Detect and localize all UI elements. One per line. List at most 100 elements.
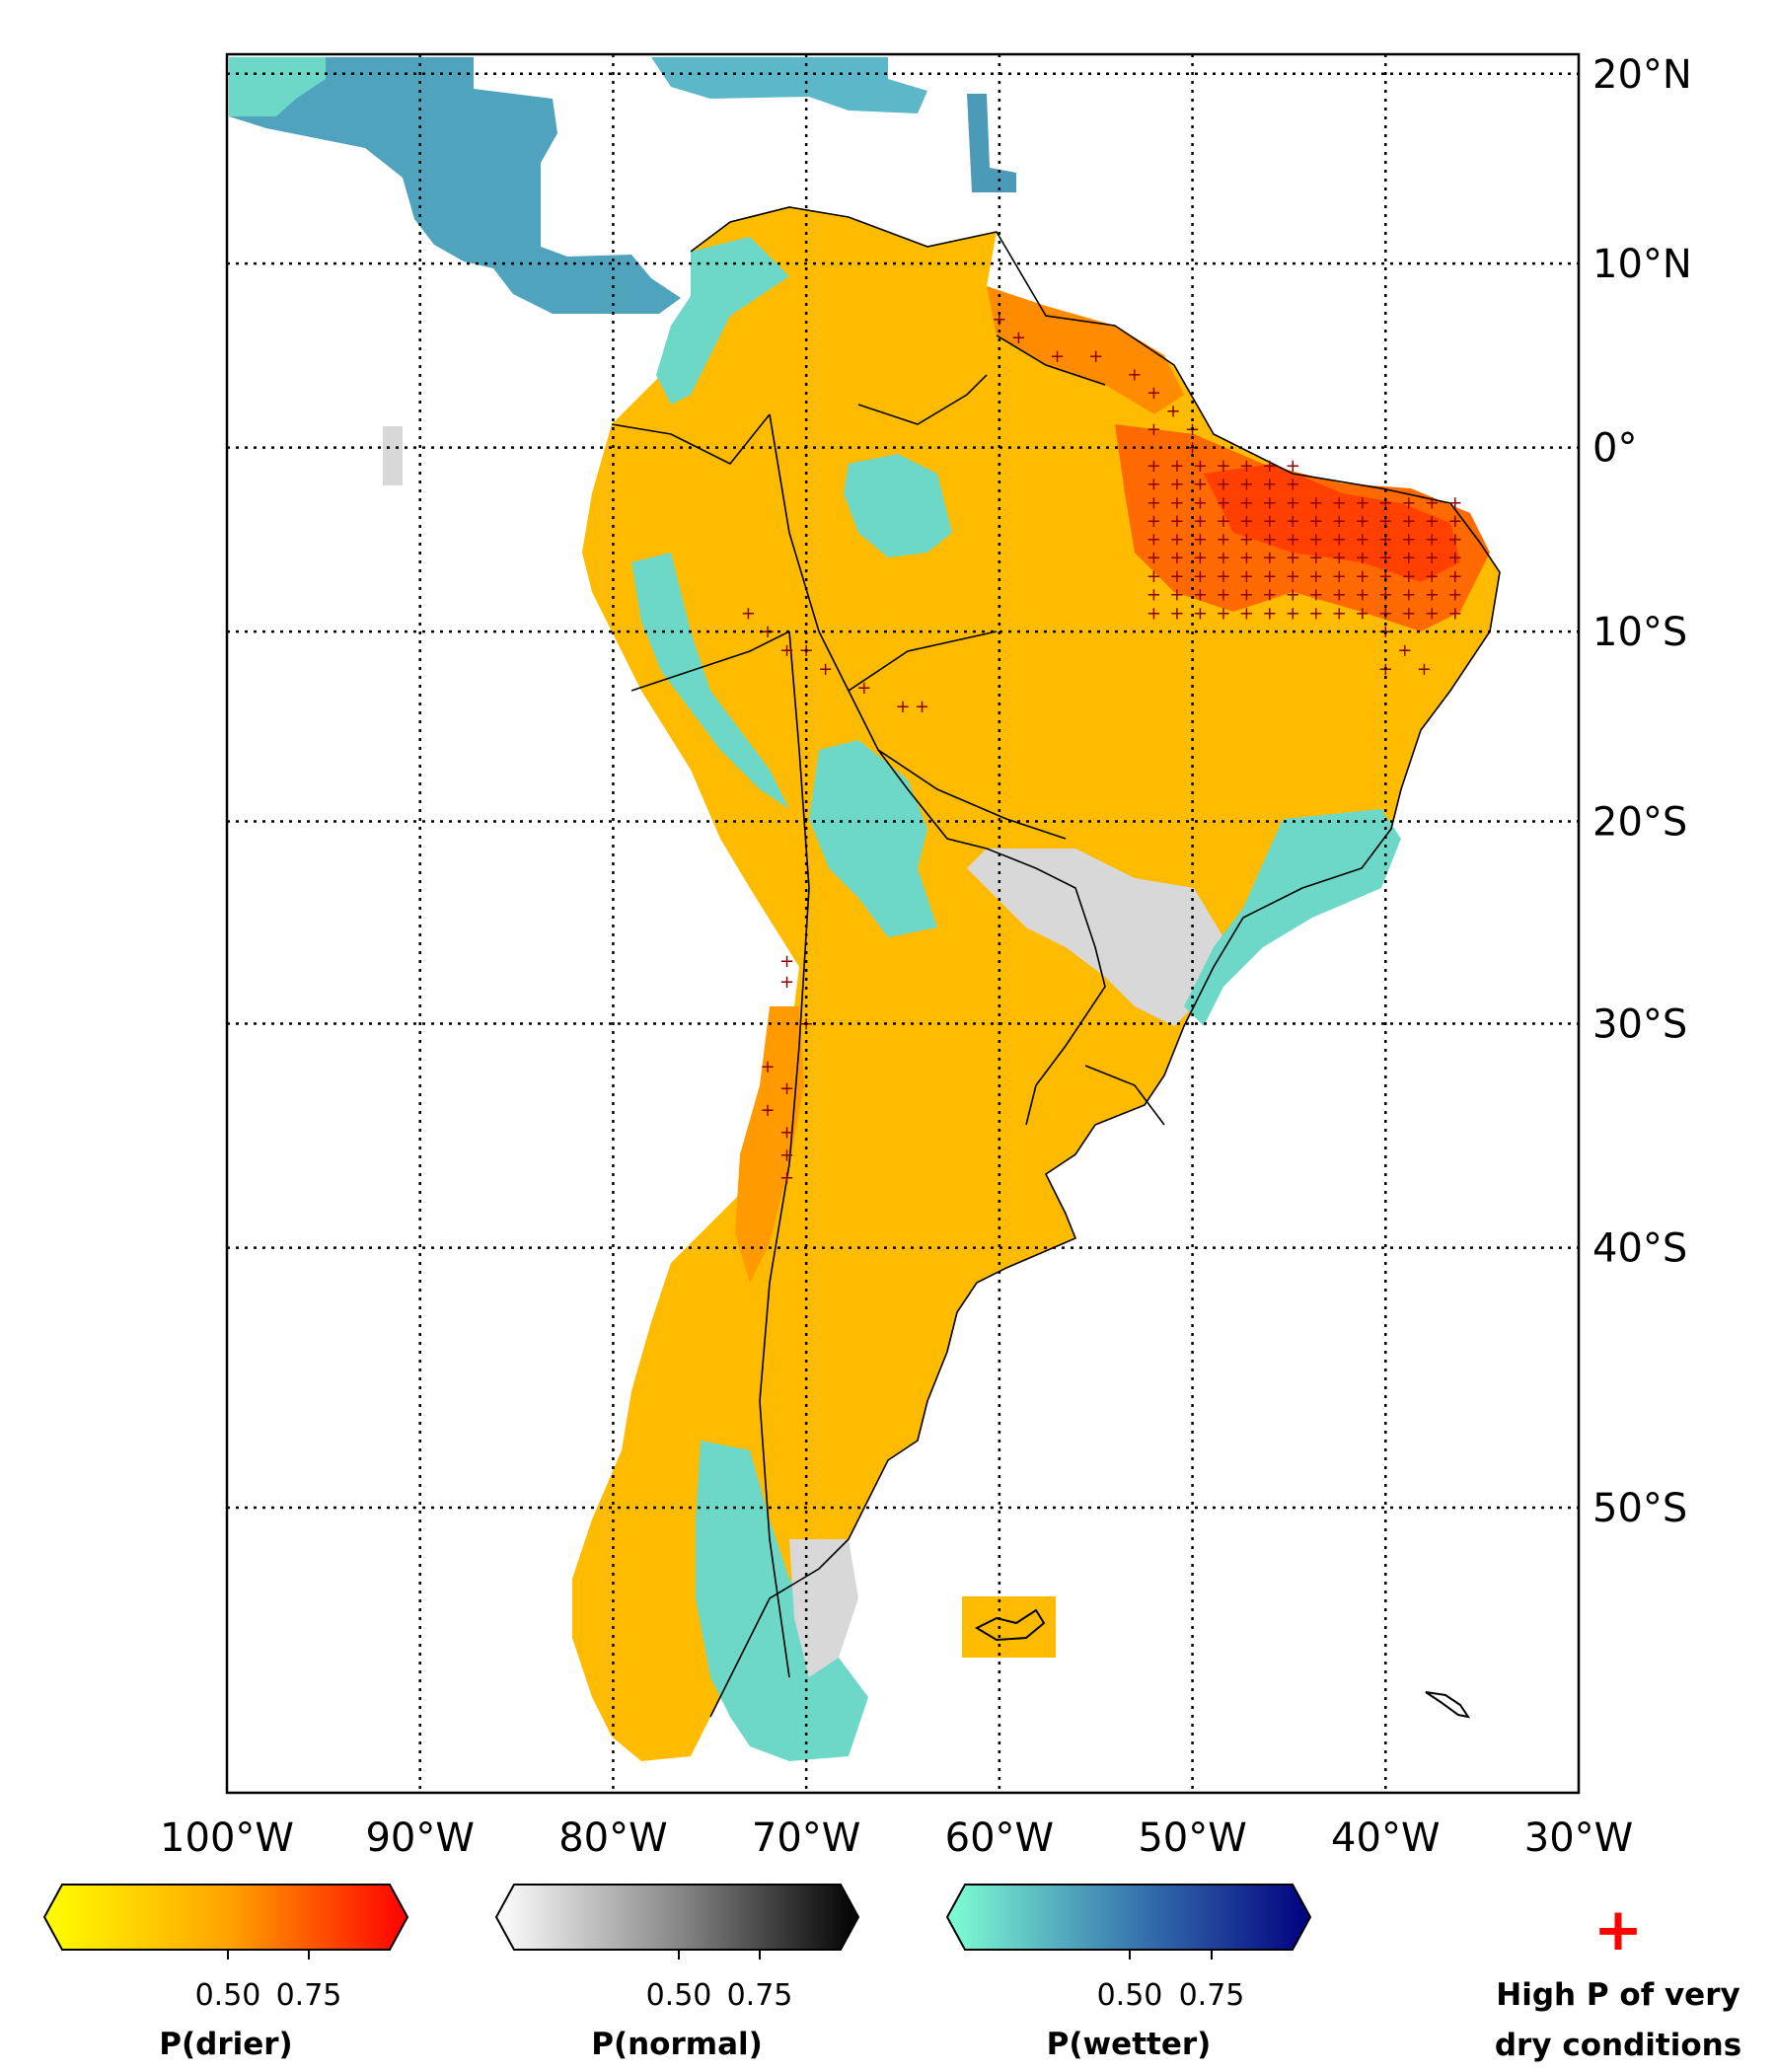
very-dry-marker: + — [1239, 548, 1254, 568]
very-dry-marker: + — [1401, 492, 1416, 513]
colorbar-normal: 0.50 0.75 P(normal) — [494, 1884, 860, 2062]
very-dry-marker: + — [1262, 530, 1277, 551]
very-dry-legend: + High P of very dry conditions — [1495, 1895, 1741, 2063]
very-dry-marker: + — [760, 1057, 775, 1077]
longitude-tick-label: 100°W — [160, 1815, 294, 1861]
longitude-tick-label: 70°W — [752, 1815, 860, 1861]
latitude-tick-label: 0° — [1592, 426, 1637, 472]
very-dry-marker: + — [1355, 566, 1369, 587]
lesser-antilles-wet — [967, 94, 1016, 192]
very-dry-marker: + — [1332, 566, 1347, 587]
very-dry-marker: + — [1332, 603, 1347, 624]
very-dry-marker: + — [1286, 511, 1300, 532]
guianas-dry-area — [987, 286, 1184, 414]
very-dry-marker: + — [1401, 548, 1416, 568]
very-dry-marker: + — [1355, 585, 1369, 606]
very-dry-marker: + — [895, 697, 910, 717]
colorbar-wetter-title: P(wetter) — [1047, 2027, 1212, 2062]
very-dry-marker: + — [1239, 585, 1254, 606]
very-dry-marker: + — [779, 1167, 794, 1188]
longitude-tick-label: 90°W — [365, 1815, 474, 1861]
very-dry-marker: + — [1378, 566, 1393, 587]
very-dry-marker: + — [1401, 511, 1416, 532]
bolivia-wet-patch — [809, 740, 937, 937]
very-dry-legend-line1: High P of very — [1496, 1977, 1739, 2013]
very-dry-marker: + — [1286, 492, 1300, 513]
latitude-tick-label: 20°N — [1592, 52, 1692, 98]
very-dry-marker: + — [1193, 511, 1208, 532]
very-dry-marker: + — [1355, 511, 1369, 532]
colorbar-wetter-tick-label-2: 0.75 — [1179, 1978, 1245, 2013]
very-dry-marker: + — [1417, 659, 1432, 680]
very-dry-marker: + — [1147, 548, 1161, 568]
very-dry-marker: + — [779, 1123, 794, 1144]
very-dry-marker: + — [915, 697, 929, 717]
very-dry-marker: + — [1447, 492, 1462, 513]
very-dry-marker: + — [1332, 585, 1347, 606]
very-dry-marker: + — [1378, 603, 1393, 624]
colorbar-wetter-bar — [945, 1884, 1312, 1951]
very-dry-marker: + — [1147, 419, 1161, 440]
very-dry-marker: + — [741, 603, 756, 624]
very-dry-marker: + — [1169, 511, 1184, 532]
very-dry-marker: + — [1401, 603, 1416, 624]
very-dry-marker: + — [1355, 492, 1369, 513]
very-dry-marker: + — [1447, 566, 1462, 587]
very-dry-marker: + — [1447, 530, 1462, 551]
very-dry-marker: + — [1216, 492, 1230, 513]
very-dry-marker: + — [1308, 566, 1323, 587]
very-dry-marker: + — [1332, 530, 1347, 551]
colorbar-drier: 0.50 0.75 P(drier) — [42, 1884, 409, 2062]
very-dry-marker: + — [818, 659, 833, 680]
latitude-tick-labels: 20°N 10°N 0° 10°S 20°S 30°S 40°S 50°S — [1592, 52, 1692, 1531]
very-dry-marker: + — [1401, 566, 1416, 587]
very-dry-marker: + — [1286, 456, 1300, 477]
very-dry-marker: + — [1193, 530, 1208, 551]
central-america-region — [229, 57, 1016, 314]
very-dry-marker: + — [1308, 548, 1323, 568]
very-dry-marker: + — [1355, 530, 1369, 551]
very-dry-marker: + — [1239, 492, 1254, 513]
very-dry-marker: + — [1378, 511, 1393, 532]
colorbar-normal-title: P(normal) — [591, 2027, 763, 2062]
very-dry-marker: + — [1216, 530, 1230, 551]
very-dry-marker: + — [1193, 456, 1208, 477]
very-dry-marker: + — [1169, 492, 1184, 513]
central-brazil-wet-patch — [844, 454, 952, 557]
very-dry-marker: + — [1308, 530, 1323, 551]
very-dry-marker: + — [760, 622, 775, 642]
very-dry-marker: + — [1193, 492, 1208, 513]
very-dry-marker: + — [1216, 511, 1230, 532]
very-dry-marker: + — [779, 972, 794, 993]
longitude-tick-label: 60°W — [945, 1815, 1054, 1861]
very-dry-marker: + — [1332, 548, 1347, 568]
very-dry-marker: + — [1332, 511, 1347, 532]
longitude-tick-labels: 100°W 90°W 80°W 70°W 60°W 50°W 40°W 30°W — [160, 1815, 1633, 1861]
graticule — [227, 54, 1579, 1793]
very-dry-marker: + — [1308, 585, 1323, 606]
very-dry-marker: + — [1169, 585, 1184, 606]
very-dry-marker: + — [1308, 492, 1323, 513]
chile-dry-strip — [735, 1006, 804, 1283]
central-america-wet-area — [229, 57, 681, 314]
very-dry-marker: + — [1286, 530, 1300, 551]
very-dry-marker: + — [1286, 585, 1300, 606]
very-dry-marker: + — [1193, 585, 1208, 606]
colorbar-wetter: 0.50 0.75 P(wetter) — [945, 1884, 1312, 2062]
very-dry-marker: + — [1262, 492, 1277, 513]
very-dry-marker: + — [1397, 640, 1412, 661]
very-dry-marker: + — [1262, 456, 1277, 477]
south-georgia-coast — [1425, 1691, 1471, 1719]
very-dry-marker: + — [1216, 456, 1230, 477]
very-dry-marker: + — [1050, 346, 1065, 367]
very-dry-marker: + — [1147, 603, 1161, 624]
very-dry-marker: + — [1165, 402, 1180, 422]
paraguay-normal-area — [967, 849, 1223, 1026]
very-dry-marker: + — [1308, 603, 1323, 624]
colorbar-normal-bar — [494, 1884, 860, 1951]
very-dry-marker: + — [1378, 548, 1393, 568]
very-dry-marker: + — [1169, 566, 1184, 587]
very-dry-marker: + — [1147, 492, 1161, 513]
very-dry-marker: + — [1193, 603, 1208, 624]
very-dry-marker: + — [1262, 566, 1277, 587]
